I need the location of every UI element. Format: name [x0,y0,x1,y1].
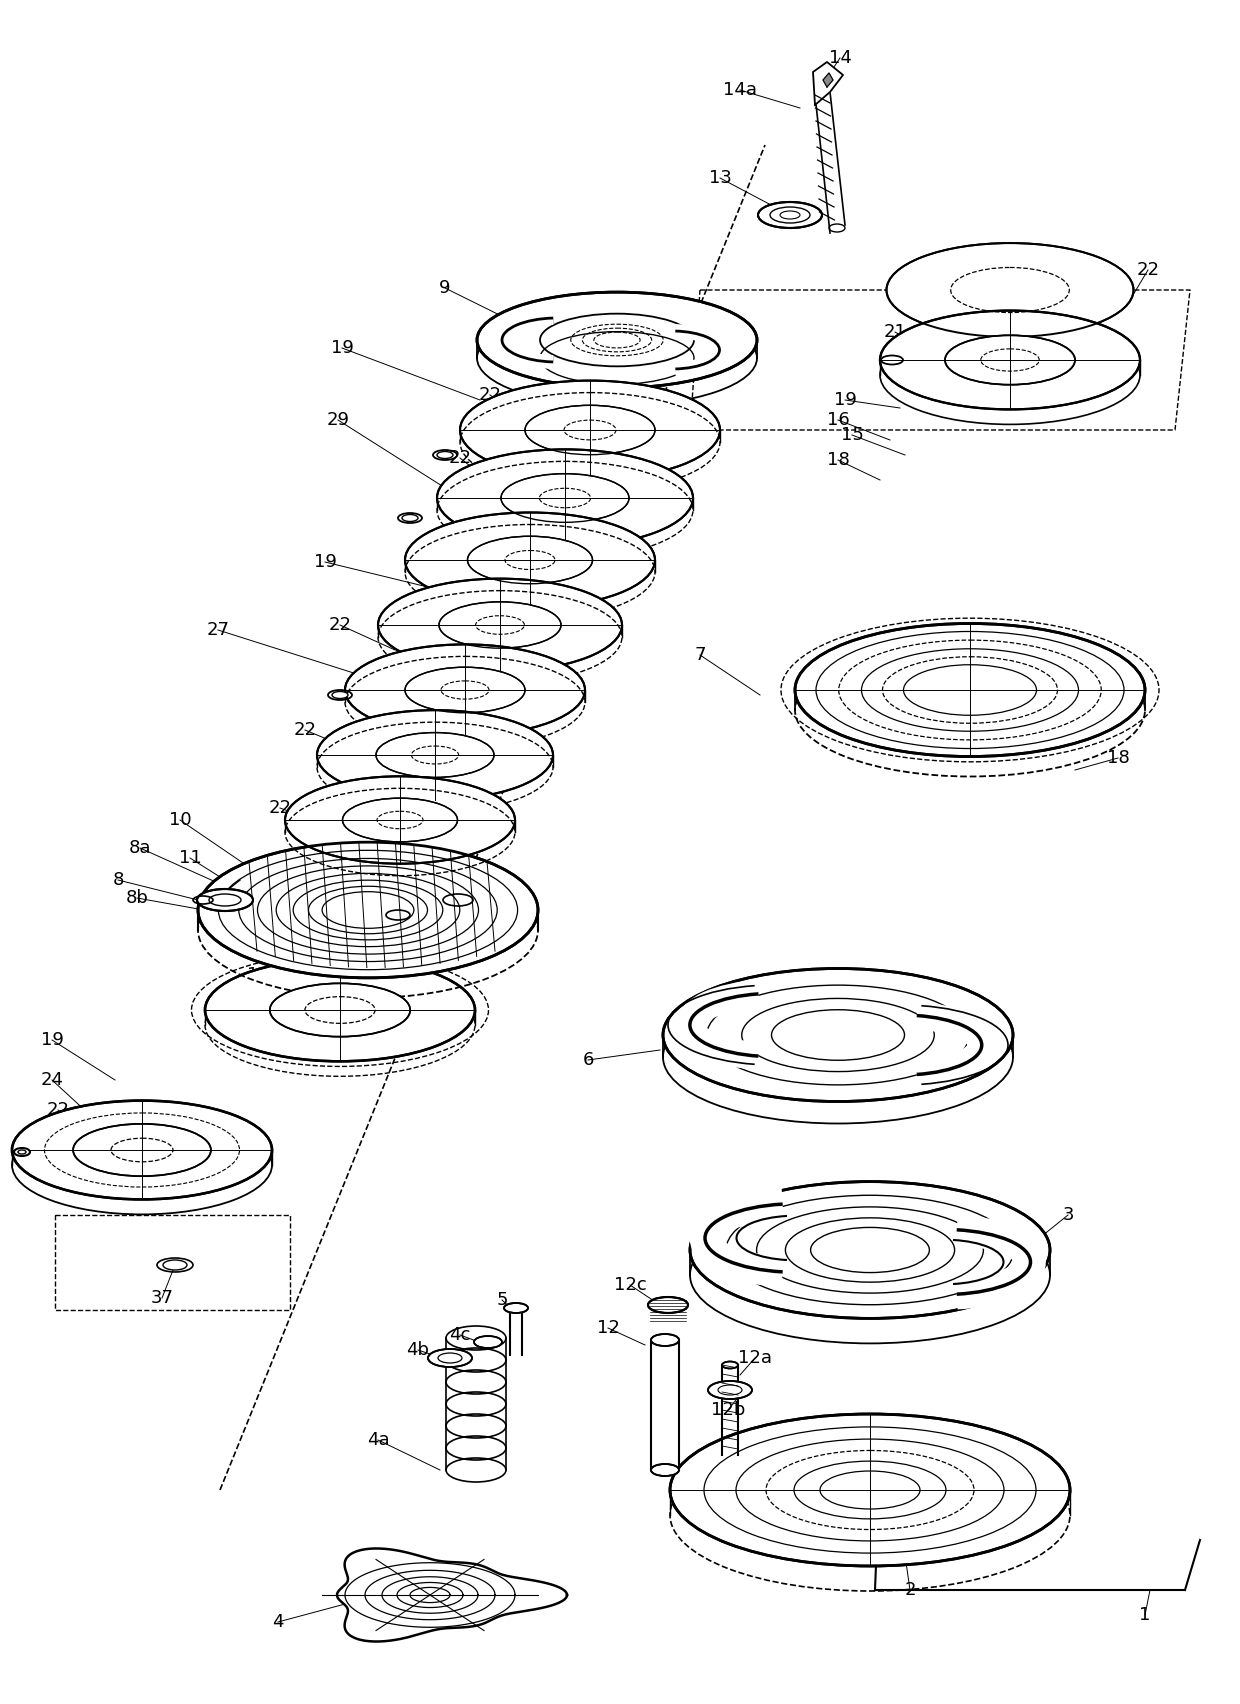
Ellipse shape [332,692,348,699]
Ellipse shape [887,244,1133,337]
Text: 22: 22 [479,387,501,404]
Text: 19: 19 [41,1031,63,1050]
Ellipse shape [317,711,553,799]
Text: 7: 7 [694,646,706,665]
Ellipse shape [722,1361,738,1368]
Text: 16: 16 [247,966,269,983]
Ellipse shape [689,1181,1050,1319]
Text: 14: 14 [828,49,852,66]
Text: 8a: 8a [129,838,151,857]
Text: 2: 2 [904,1581,916,1598]
Text: 22: 22 [1137,261,1159,279]
Ellipse shape [474,1336,502,1348]
Text: 22: 22 [269,799,291,816]
Text: 13: 13 [708,169,732,187]
Ellipse shape [708,1380,751,1399]
Text: 4a: 4a [367,1431,389,1448]
Ellipse shape [73,1125,211,1176]
Text: 11: 11 [179,849,201,867]
Text: 4c: 4c [449,1326,471,1344]
Text: 12: 12 [596,1319,620,1338]
Ellipse shape [880,310,1140,409]
Ellipse shape [428,1350,472,1367]
Text: 15: 15 [841,426,863,445]
Ellipse shape [376,733,494,777]
Text: 3: 3 [1063,1206,1074,1223]
Ellipse shape [945,336,1075,385]
Text: 16: 16 [827,411,849,429]
Text: 22: 22 [329,617,351,634]
Text: 17: 17 [1111,682,1133,699]
Ellipse shape [525,406,655,455]
Text: 24: 24 [41,1072,63,1089]
Text: 19: 19 [331,339,353,358]
Text: 18: 18 [213,920,237,939]
Ellipse shape [405,513,655,608]
Text: 27: 27 [207,620,229,639]
Ellipse shape [439,602,560,648]
Polygon shape [337,1549,567,1641]
Ellipse shape [270,983,410,1036]
Ellipse shape [198,842,538,978]
Text: 4b: 4b [407,1341,429,1360]
Text: 22: 22 [449,448,471,467]
Ellipse shape [402,515,418,521]
Ellipse shape [477,291,756,389]
Text: 15: 15 [260,982,284,999]
Ellipse shape [14,1148,30,1155]
Ellipse shape [285,777,515,864]
Ellipse shape [663,968,1013,1101]
Text: 22: 22 [973,261,997,279]
Text: 8b: 8b [125,889,149,907]
Ellipse shape [758,203,822,228]
Ellipse shape [197,889,253,912]
Text: 22: 22 [47,1101,69,1120]
Text: 37: 37 [150,1288,174,1307]
Text: 12b: 12b [711,1401,745,1419]
Ellipse shape [651,1334,680,1346]
Ellipse shape [162,1259,187,1269]
Text: 5: 5 [496,1292,507,1309]
Ellipse shape [12,1101,272,1200]
Ellipse shape [670,1414,1070,1566]
Text: 37: 37 [373,956,397,975]
Text: 22: 22 [294,721,316,740]
Ellipse shape [378,579,622,671]
Text: 12c: 12c [614,1276,646,1293]
Text: 22: 22 [51,1142,73,1159]
Text: 8c: 8c [379,871,401,889]
Text: 12a: 12a [738,1350,773,1367]
Ellipse shape [651,1464,680,1476]
Text: 9: 9 [439,279,451,296]
Ellipse shape [342,797,458,842]
Text: 18: 18 [827,452,849,469]
Ellipse shape [345,644,585,736]
Text: 18: 18 [1106,750,1130,767]
Ellipse shape [795,624,1145,757]
Text: 19: 19 [314,554,336,571]
Text: 8: 8 [113,871,124,889]
Text: 14a: 14a [723,82,756,99]
Ellipse shape [649,1297,688,1314]
Ellipse shape [436,450,693,547]
Text: 4: 4 [273,1614,284,1631]
Ellipse shape [503,1304,528,1314]
Text: 1: 1 [1140,1605,1151,1624]
Polygon shape [823,73,833,87]
Text: 29: 29 [326,411,350,429]
Ellipse shape [460,380,720,479]
Text: 10: 10 [169,811,191,830]
Text: 21: 21 [884,324,906,341]
Ellipse shape [436,452,453,458]
Text: 6: 6 [583,1051,594,1068]
Ellipse shape [405,668,525,712]
Polygon shape [813,61,843,106]
Ellipse shape [205,959,475,1062]
Text: 19: 19 [833,390,857,409]
Ellipse shape [467,537,593,584]
Ellipse shape [501,474,629,523]
